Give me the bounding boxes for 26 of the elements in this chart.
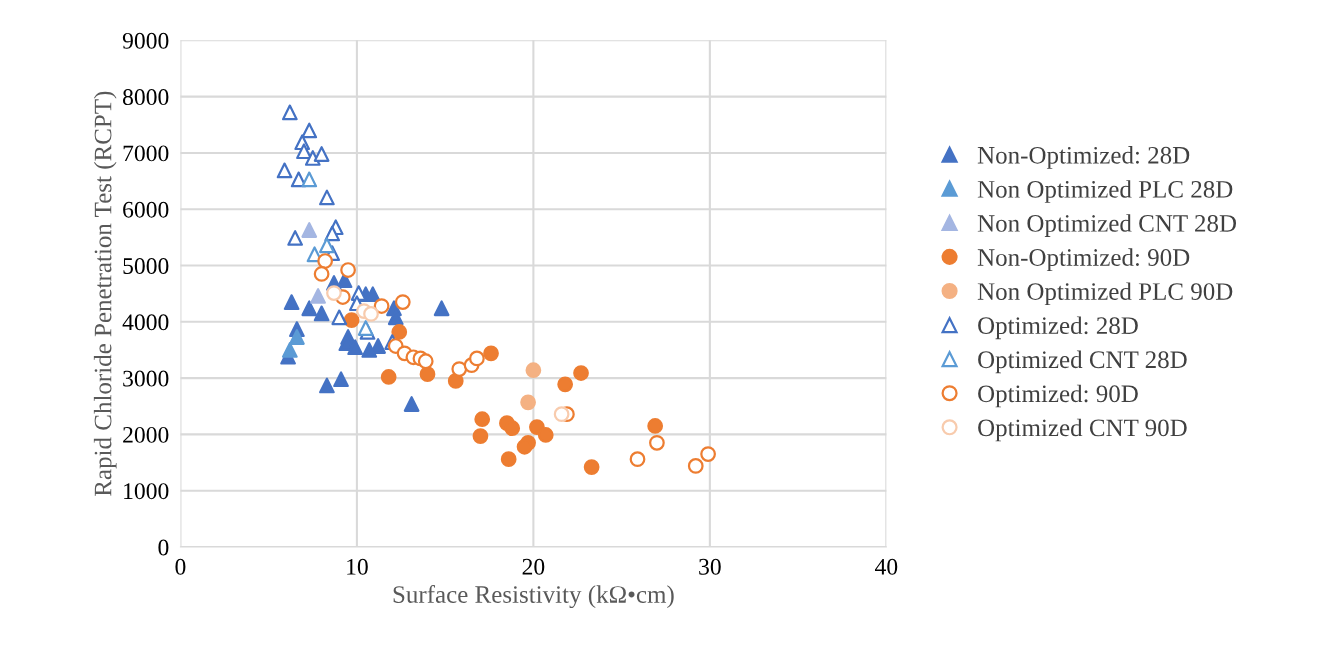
y-tick-label: 5000 (123, 258, 169, 274)
x-tick-label: 0 (175, 558, 186, 575)
legend-label: Non Optimized PLC 90D (977, 282, 1233, 306)
y-tick-label: 8000 (123, 89, 169, 106)
y-tick-label: 0 (158, 539, 169, 556)
legend-label: Optimized CNT 28D (978, 350, 1187, 374)
legend-label: Non-Optimized: 28D (977, 146, 1190, 169)
x-tick-label: 30 (699, 558, 721, 575)
legend-label: Non Optimized CNT 28D (977, 214, 1237, 237)
x-axis-title: Surface Resistivity (kΩ•cm) (393, 585, 674, 609)
y-tick-label: 3000 (123, 370, 169, 387)
legend-label: Non Optimized PLC 28D (977, 180, 1233, 203)
y-tick-label: 9000 (122, 32, 169, 49)
x-tick-label: 40 (875, 558, 898, 575)
y-axis-title: Rapid Chloride Penetration Test (RCPT) (93, 91, 117, 496)
legend-label: Optimized CNT 90D (978, 418, 1187, 442)
y-tick-label: 7000 (123, 145, 169, 162)
y-tick-label: 4000 (122, 314, 169, 331)
legend-label: Optimized: 28D (978, 316, 1138, 340)
y-tick-label: 6000 (123, 201, 169, 218)
legend-label: Optimized: 90D (978, 384, 1138, 408)
y-tick-label: 2000 (123, 426, 169, 443)
x-tick-label: 10 (347, 558, 368, 575)
y-tick-label: 1000 (124, 483, 169, 500)
legend-label: Non-Optimized: 90D (977, 248, 1190, 271)
x-tick-label: 20 (522, 558, 545, 575)
